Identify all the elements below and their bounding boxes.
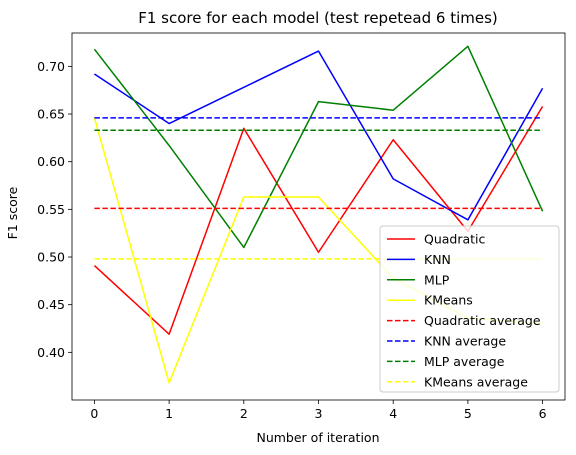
legend-label: MLP: [424, 272, 450, 287]
y-axis-label: F1 score: [5, 186, 20, 239]
x-tick-label: 5: [464, 406, 472, 421]
y-tick-label: 0.60: [37, 154, 65, 169]
x-tick-label: 0: [90, 406, 98, 421]
y-tick-label: 0.40: [37, 345, 65, 360]
x-axis-label: Number of iteration: [256, 430, 379, 445]
legend-label: KNN: [424, 252, 451, 267]
y-tick-label: 0.50: [37, 250, 65, 265]
x-tick-label: 2: [240, 406, 248, 421]
series-line-mlp: [93, 45, 544, 249]
x-tick-label: 1: [165, 406, 173, 421]
legend-label: KMeans: [424, 293, 473, 308]
legend-label: Quadratic average: [424, 313, 541, 328]
legend-box: [379, 225, 560, 393]
x-tick-label: 4: [389, 406, 397, 421]
legend-label: KNN average: [424, 334, 506, 349]
legend-label: Quadratic: [424, 232, 486, 247]
y-tick-label: 0.45: [37, 297, 65, 312]
x-tick-label: 6: [539, 406, 547, 421]
legend-label: KMeans average: [424, 374, 528, 389]
y-tick-label: 0.55: [37, 202, 65, 217]
y-tick-label: 0.65: [37, 107, 65, 122]
legend-label: MLP average: [424, 354, 505, 369]
series-line-knn: [93, 50, 544, 221]
x-tick-label: 3: [315, 406, 323, 421]
chart-title: F1 score for each model (test repetead 6…: [138, 9, 498, 27]
y-tick-label: 0.70: [37, 59, 65, 74]
